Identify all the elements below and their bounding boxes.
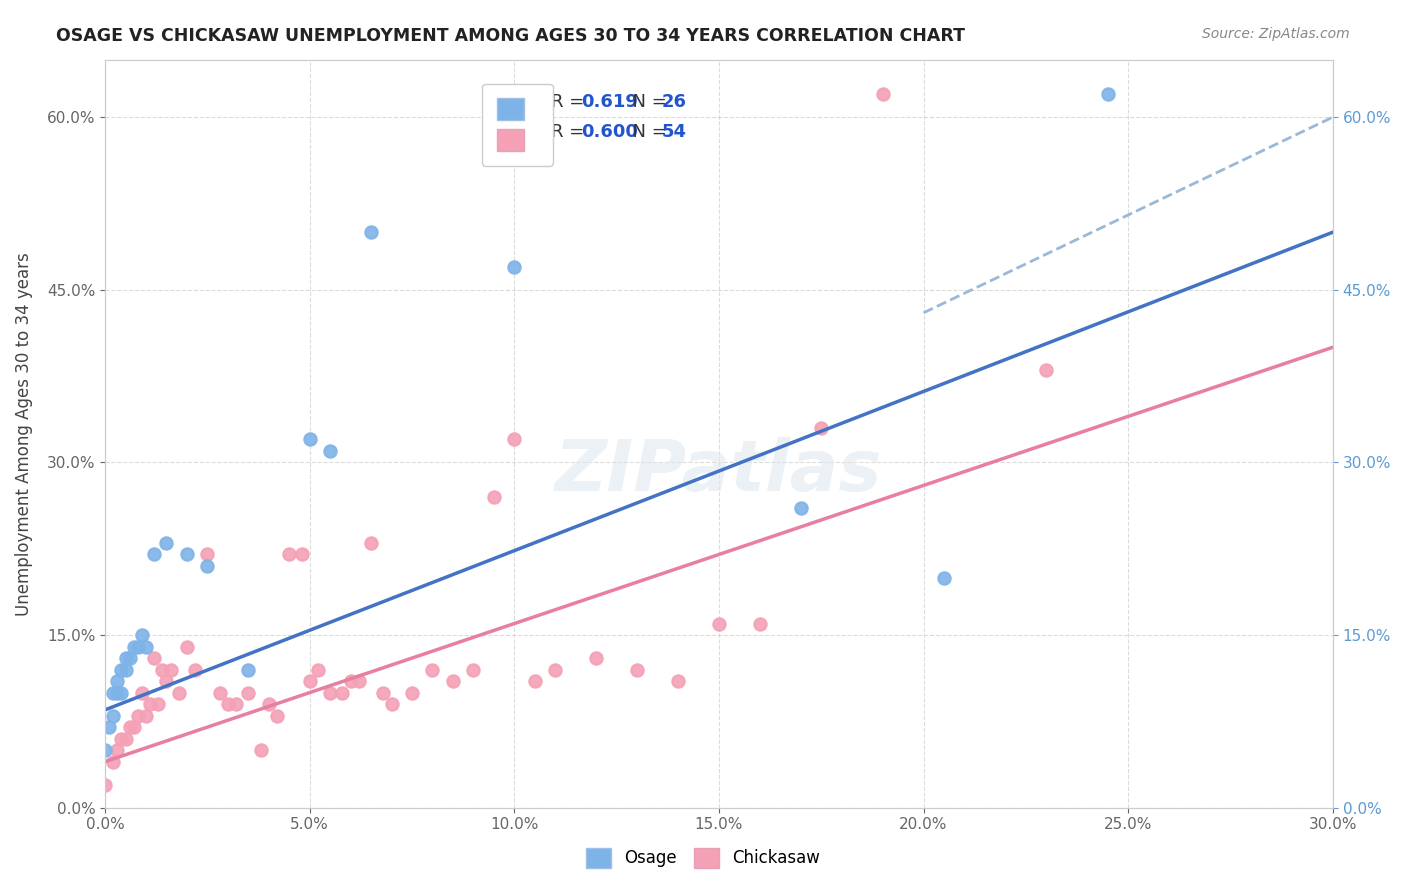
Point [523, 674, 546, 689]
Point [339, 674, 361, 689]
Point [666, 674, 689, 689]
Point [122, 720, 145, 734]
Point [105, 743, 128, 757]
Point [110, 663, 132, 677]
Point [441, 674, 464, 689]
Text: 26: 26 [661, 94, 686, 112]
Point [135, 640, 157, 654]
Point [103, 755, 125, 769]
Point [114, 663, 136, 677]
Point [139, 697, 162, 711]
Point [176, 640, 198, 654]
Point [225, 697, 247, 711]
Point [707, 616, 730, 631]
Legend: , : , [482, 84, 553, 166]
Point [105, 674, 128, 689]
Point [422, 663, 444, 677]
Point [503, 260, 526, 274]
Point [152, 663, 174, 677]
Point [932, 570, 955, 584]
Point [1035, 363, 1057, 377]
Point [319, 685, 342, 699]
Text: N =: N = [620, 123, 672, 141]
Point [118, 720, 141, 734]
Point [257, 697, 280, 711]
Point [482, 490, 505, 504]
Text: Source: ZipAtlas.com: Source: ZipAtlas.com [1202, 27, 1350, 41]
Point [135, 708, 157, 723]
Point [143, 548, 166, 562]
Point [872, 87, 894, 102]
Point [810, 421, 832, 435]
Point [380, 697, 402, 711]
Point [748, 616, 770, 631]
Point [266, 708, 288, 723]
Point [155, 674, 177, 689]
Point [307, 663, 329, 677]
Point [94, 743, 117, 757]
Text: R =: R = [551, 94, 589, 112]
Point [118, 651, 141, 665]
Point [98, 720, 121, 734]
Point [105, 685, 128, 699]
Point [148, 697, 170, 711]
Text: ZIPatlas: ZIPatlas [555, 436, 883, 506]
Point [360, 225, 382, 239]
Legend: Osage, Chickasaw: Osage, Chickasaw [579, 841, 827, 875]
Text: 54: 54 [661, 123, 686, 141]
Point [176, 548, 198, 562]
Point [167, 685, 190, 699]
Point [347, 674, 370, 689]
Text: OSAGE VS CHICKASAW UNEMPLOYMENT AMONG AGES 30 TO 34 YEARS CORRELATION CHART: OSAGE VS CHICKASAW UNEMPLOYMENT AMONG AG… [56, 27, 966, 45]
Point [544, 663, 567, 677]
Point [131, 628, 153, 642]
Point [249, 743, 271, 757]
Point [463, 663, 485, 677]
Point [238, 663, 260, 677]
Point [127, 708, 149, 723]
Point [127, 640, 149, 654]
Point [114, 731, 136, 746]
Point [626, 663, 648, 677]
Point [94, 778, 117, 792]
Point [238, 685, 260, 699]
Point [401, 685, 423, 699]
Point [159, 663, 181, 677]
Point [208, 685, 231, 699]
Y-axis label: Unemployment Among Ages 30 to 34 years: Unemployment Among Ages 30 to 34 years [15, 252, 32, 615]
Point [103, 685, 125, 699]
Point [278, 548, 301, 562]
Text: N =: N = [620, 94, 672, 112]
Point [360, 536, 382, 550]
Point [143, 651, 166, 665]
Point [110, 685, 132, 699]
Point [110, 731, 132, 746]
Point [197, 548, 219, 562]
Point [319, 443, 342, 458]
Point [373, 685, 395, 699]
Point [197, 559, 219, 574]
Point [290, 548, 312, 562]
Text: 0.619: 0.619 [582, 94, 638, 112]
Point [103, 708, 125, 723]
Point [298, 674, 321, 689]
Point [503, 433, 526, 447]
Text: R =: R = [551, 123, 589, 141]
Point [155, 536, 177, 550]
Point [585, 651, 607, 665]
Point [1097, 87, 1119, 102]
Point [217, 697, 239, 711]
Point [298, 433, 321, 447]
Point [114, 651, 136, 665]
Point [131, 685, 153, 699]
Point [332, 685, 354, 699]
Text: 0.600: 0.600 [582, 123, 638, 141]
Point [184, 663, 207, 677]
Point [790, 501, 813, 516]
Point [122, 640, 145, 654]
